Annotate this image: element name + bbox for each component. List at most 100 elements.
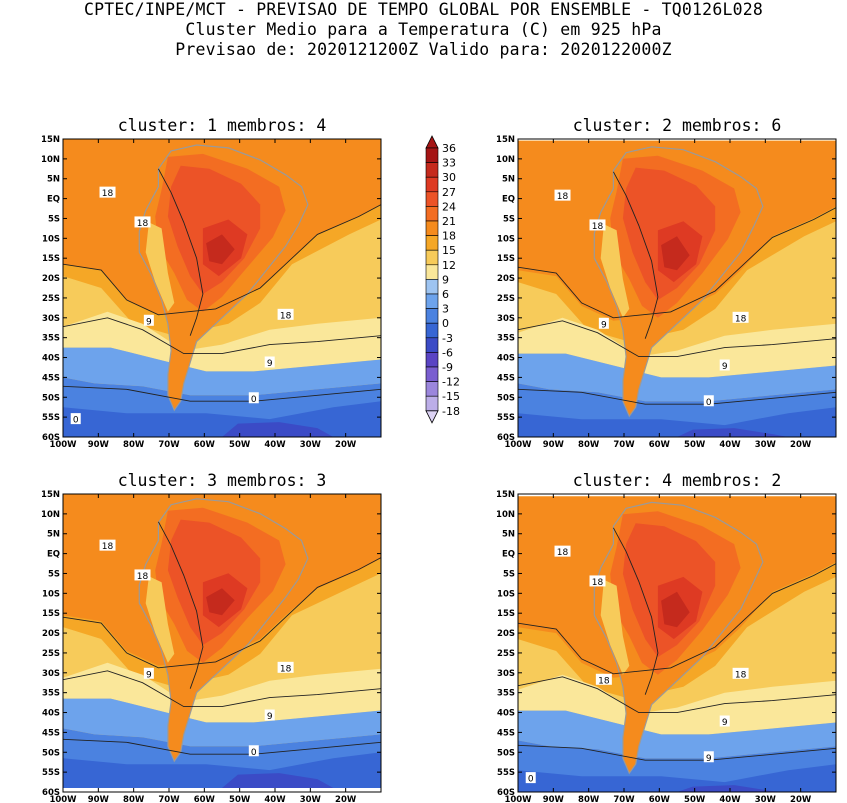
contour-label: 9	[146, 317, 152, 327]
contour-label-bg	[248, 745, 259, 757]
lat-label: EQ	[502, 195, 515, 205]
lat-label: 15N	[41, 135, 60, 145]
lon-label: 100W	[504, 795, 532, 803]
coastline	[138, 144, 309, 412]
lat-label: 10S	[42, 589, 60, 599]
lon-label: 70W	[158, 795, 180, 803]
lat-label: 5S	[503, 569, 515, 579]
contour-label-bg	[134, 216, 151, 228]
lat-label: 10N	[41, 510, 60, 520]
lat-label: 15S	[42, 609, 60, 619]
colorbar-label: 27	[442, 186, 456, 199]
lat-label: 30S	[497, 669, 515, 679]
contour-line	[518, 676, 836, 714]
contour-line	[63, 557, 381, 669]
lon-label: 20W	[335, 440, 357, 450]
colorbar-segment	[425, 381, 439, 397]
temperature-band-band0	[518, 764, 836, 792]
lon-label: 40W	[264, 795, 286, 803]
panel-frame	[517, 493, 837, 793]
lat-label: 5S	[48, 214, 60, 224]
contour-label-bg	[595, 673, 612, 685]
lat-label: 55S	[497, 768, 515, 778]
header-line-3: Previsao de: 2020121200Z Valido para: 20…	[175, 40, 672, 59]
contour-label-bg	[143, 667, 154, 679]
temperature-band-band15s	[63, 662, 381, 723]
contour-label-bg	[134, 569, 151, 581]
map-panel-1: cluster: 1 membros: 4 18 18 18 9 9 0 0 15N 10N 5N E…	[41, 116, 382, 450]
colorbar-label: 15	[442, 244, 456, 257]
lon-label: 30W	[755, 440, 777, 450]
field-layer: 18 18 18 9 9 0 0	[63, 139, 381, 437]
lon-label: 70W	[158, 440, 180, 450]
contour-line	[518, 563, 836, 675]
colorbar-segment	[425, 235, 439, 251]
lon-label: 40W	[264, 440, 286, 450]
lat-label: 45S	[497, 728, 515, 738]
contour-label-bg	[554, 545, 571, 557]
contour-label: 18	[102, 542, 114, 552]
lon-label: 70W	[613, 795, 635, 803]
lat-label: 5N	[47, 530, 60, 540]
map-panel-3: cluster: 3 membros: 3 18 18 18 9 9 0 15N 10N 5N EQ…	[41, 471, 382, 803]
lon-label: 60W	[649, 795, 671, 803]
header-line-1: CPTEC/INPE/MCT - PREVISAO DE TEMPO GLOBA…	[84, 0, 763, 19]
contour-label: 18	[280, 664, 292, 674]
temperature-band-andes15	[600, 224, 630, 318]
contour-label: 9	[722, 718, 728, 728]
colorbar-label: -15	[442, 390, 460, 403]
colorbar-segment	[425, 162, 439, 178]
contour-label: 9	[601, 320, 607, 330]
lon-label: 100W	[49, 795, 77, 803]
contour-label: 9	[722, 362, 728, 372]
contour-line	[63, 738, 381, 755]
lat-label: EQ	[502, 550, 515, 560]
lat-label: 35S	[497, 334, 515, 344]
lat-label: 40S	[42, 709, 60, 719]
contour-label-bg	[732, 667, 749, 679]
colorbar-label: -3	[442, 332, 453, 345]
lat-label: 40S	[497, 354, 515, 364]
panel-title: cluster: 2 membros: 6	[573, 116, 782, 135]
panel-frame	[62, 493, 382, 793]
lat-label: 35S	[497, 689, 515, 699]
lat-label: 50S	[42, 393, 60, 403]
contour-label-bg	[703, 751, 714, 763]
contour-label-bg	[719, 359, 730, 371]
lon-label: 90W	[88, 440, 110, 450]
colorbar-label: 12	[442, 259, 456, 272]
temperature-band-band9	[63, 698, 381, 747]
contour-line	[518, 207, 836, 319]
contour-label-bg	[589, 575, 606, 587]
contour-label: 18	[137, 572, 149, 582]
lat-label: 5N	[502, 530, 515, 540]
colorbar-segment	[425, 352, 439, 368]
panel-title: cluster: 4 membros: 2	[573, 471, 782, 490]
lat-label: 60S	[42, 433, 60, 443]
coastline	[593, 501, 764, 775]
contour-label: 18	[557, 548, 569, 558]
panel-frame	[62, 138, 382, 438]
field-layer: 18 18 18 9 9 0	[518, 140, 836, 437]
colorbar-label: 21	[442, 215, 456, 228]
lat-label: 15N	[496, 135, 515, 145]
contour-label: 9	[267, 712, 273, 722]
contour-label-bg	[264, 709, 275, 721]
lat-label: 25S	[42, 294, 60, 304]
colorbar-segment	[425, 191, 439, 207]
field-layer: 18 18 18 18 9 9 0	[518, 496, 836, 792]
lon-label: 90W	[88, 795, 110, 803]
lat-label: 20S	[42, 274, 60, 284]
lon-label: 80W	[578, 795, 600, 803]
colorbar-segment	[425, 322, 439, 339]
lon-label: 80W	[123, 440, 145, 450]
lat-label: 30S	[42, 314, 60, 324]
colorbar-label: 0	[442, 317, 449, 330]
lat-label: 5S	[48, 569, 60, 579]
contour-label-bg	[732, 311, 749, 323]
temperature-band-band15s	[518, 674, 836, 735]
colorbar-label: 18	[442, 230, 456, 243]
lon-label: 30W	[755, 795, 777, 803]
temperature-band-andes15	[145, 222, 175, 312]
